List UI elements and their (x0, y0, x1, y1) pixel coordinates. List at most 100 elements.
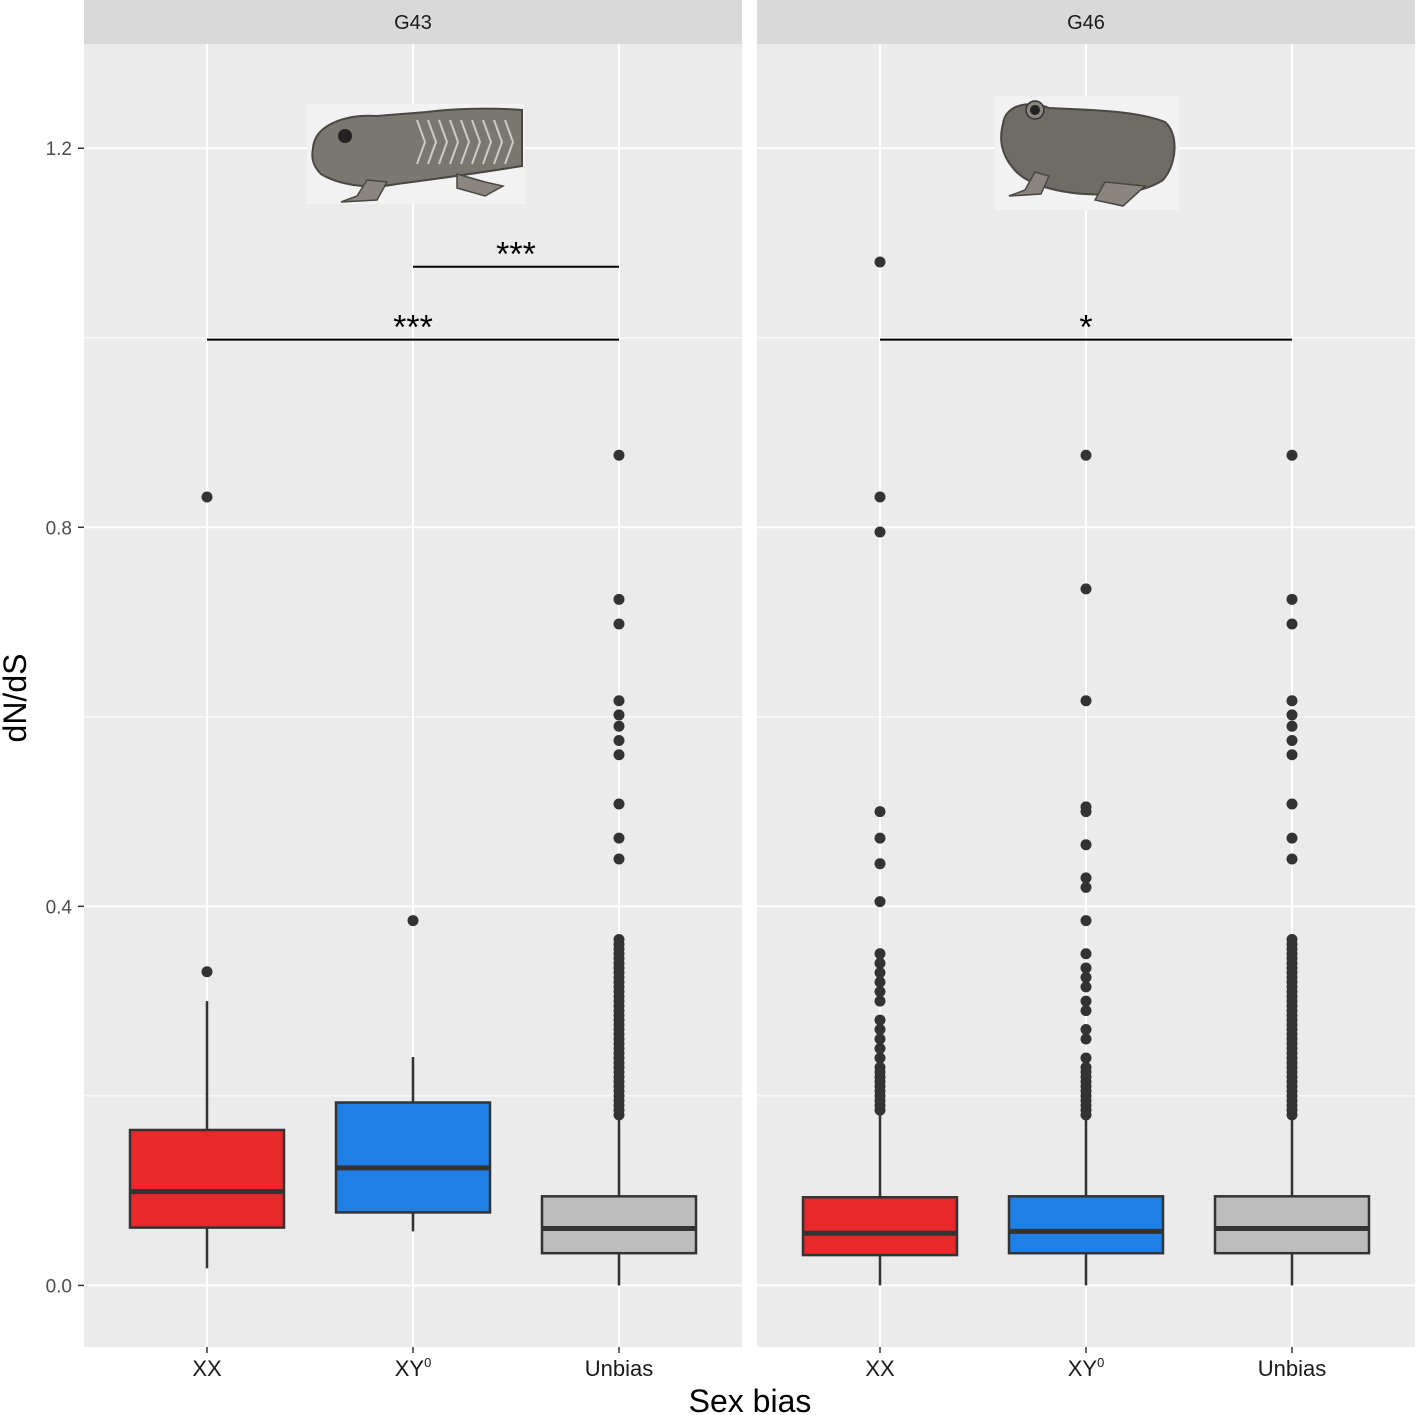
outlier-point (1080, 1052, 1092, 1064)
box-xy (334, 1101, 492, 1214)
y-axis: 0.0 0.4 0.8 1.2 (46, 139, 84, 1297)
outlier-point (201, 966, 213, 978)
outlier-point (874, 986, 886, 998)
outlier-point (874, 1033, 886, 1045)
tadpole-icon (307, 104, 525, 204)
outlier-point (613, 449, 625, 461)
x-tick-label: XX (192, 1356, 222, 1381)
outlier-point (1080, 1005, 1092, 1017)
outlier-point (1080, 1024, 1092, 1036)
outlier-point (1286, 735, 1298, 747)
tadpole-fin-stripe (493, 119, 504, 165)
panel-strip (757, 0, 1415, 44)
outlier-point (874, 1061, 886, 1073)
outlier-point (1080, 695, 1092, 707)
outlier-point (1286, 709, 1298, 721)
outlier-point (1080, 981, 1092, 993)
outlier-point (874, 957, 886, 969)
outlier-point (1286, 720, 1298, 732)
outlier-point (613, 720, 625, 732)
outlier-point (1080, 962, 1092, 974)
outlier-point (613, 618, 625, 630)
outlier-point (407, 915, 419, 927)
outlier-point (613, 695, 625, 707)
frog-eye (1030, 105, 1040, 115)
tadpole-fin-stripe (504, 119, 515, 165)
tadpole-fin-stripe (427, 119, 438, 165)
outlier-point (1286, 593, 1298, 605)
outlier-point (1286, 618, 1298, 630)
outlier-point (874, 1042, 886, 1054)
box-xx (801, 1196, 959, 1257)
outlier-point (613, 853, 625, 865)
significance-label: *** (496, 236, 536, 274)
outlier-point (613, 934, 625, 946)
y-tick-label: 0.8 (46, 518, 72, 539)
outlier-point (874, 526, 886, 538)
panel-g46: G46 * XX XY0 Unbias (757, 0, 1415, 1381)
outlier-point (874, 256, 886, 268)
outlier-point (1080, 449, 1092, 461)
outlier-point (1080, 801, 1092, 813)
outlier-point (1080, 971, 1092, 983)
outlier-point (874, 832, 886, 844)
significance-label: *** (393, 309, 433, 347)
outlier-point (1080, 583, 1092, 595)
x-tick-superscript: 0 (424, 1355, 431, 1370)
tadpole-fin-stripe (449, 119, 460, 165)
y-tick-label: 0.4 (46, 897, 73, 918)
tadpole-body (311, 107, 523, 188)
outlier-point (874, 1024, 886, 1036)
outlier-point (1080, 881, 1092, 893)
x-tick-label: XY0 (1068, 1355, 1105, 1381)
y-axis-title: dN/dS (0, 654, 33, 743)
x-tick-label: XY0 (395, 1355, 432, 1381)
outlier-point (874, 995, 886, 1007)
y-tick-label: 1.2 (46, 139, 72, 160)
outlier-point (1286, 695, 1298, 707)
outlier-point (874, 491, 886, 503)
panel-title: G43 (394, 12, 432, 34)
box-unbias (1213, 1195, 1371, 1255)
outlier-point (874, 858, 886, 870)
outlier-point (1080, 872, 1092, 884)
outlier-point (1286, 934, 1298, 946)
box-xy (1007, 1195, 1165, 1255)
x-axis-title: Sex bias (689, 1383, 812, 1415)
outlier-point (613, 735, 625, 747)
box-unbias (540, 1195, 698, 1255)
outlier-point (874, 976, 886, 988)
frog-front-leg (1008, 171, 1051, 197)
outlier-point (1080, 1061, 1092, 1073)
outlier-point (1080, 995, 1092, 1007)
frog-hind-leg (1093, 181, 1147, 207)
tadpole-fin-stripe (471, 119, 482, 165)
outlier-point (1080, 839, 1092, 851)
outlier-point (613, 593, 625, 605)
outlier-point (874, 1014, 886, 1026)
panel-g43: G43 *** *** XX XY0 Unbias (84, 0, 742, 1381)
x-tick-label: XX (865, 1356, 895, 1381)
x-tick-label: Unbias (1258, 1356, 1326, 1381)
outlier-point (874, 948, 886, 960)
outlier-point (201, 491, 213, 503)
tadpole-fin-stripe (460, 119, 471, 165)
box-xx (128, 1128, 286, 1229)
outlier-point (613, 749, 625, 761)
tadpole-hind-leg (456, 173, 506, 197)
tadpole-fin-stripe (416, 119, 427, 165)
x-tick-superscript: 0 (1097, 1355, 1104, 1370)
tadpole-front-leg (340, 179, 389, 203)
tadpole-fin-stripe (438, 119, 449, 165)
outlier-point (1286, 449, 1298, 461)
outlier-point (1286, 798, 1298, 810)
outlier-point (1080, 1033, 1092, 1045)
significance-label: * (1079, 309, 1092, 347)
panel-title: G46 (1067, 12, 1105, 34)
y-tick-label: 0.0 (46, 1276, 72, 1297)
panel-strip (84, 0, 742, 44)
x-tick-label: Unbias (585, 1356, 653, 1381)
outlier-point (874, 896, 886, 908)
outlier-point (613, 798, 625, 810)
